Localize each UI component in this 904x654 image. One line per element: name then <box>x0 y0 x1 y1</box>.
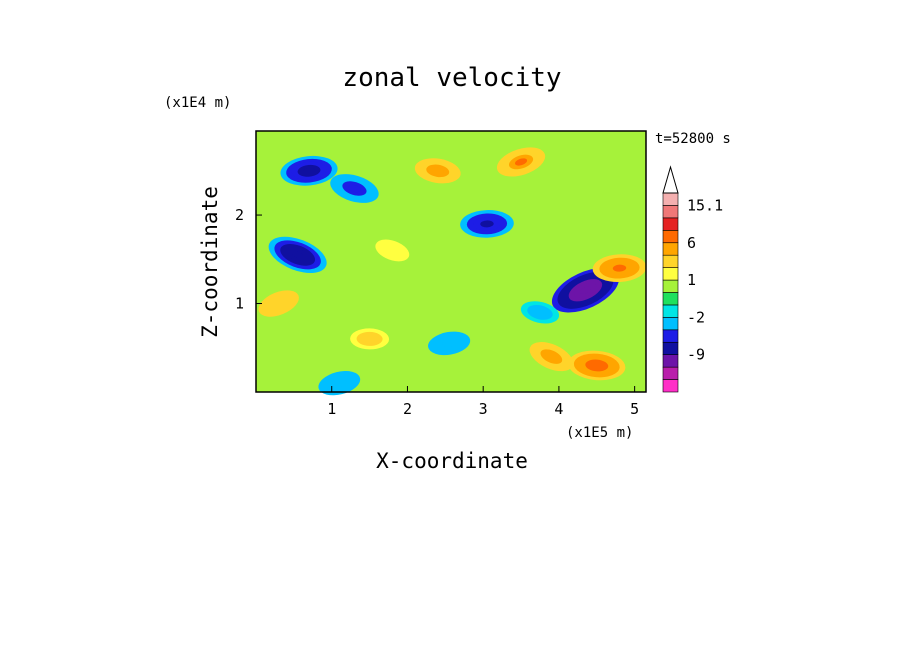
velocity-feature <box>520 301 560 324</box>
velocity-feature <box>318 371 361 396</box>
x-ticks: 1 2 3 4 5 <box>327 386 639 418</box>
y-tick-label: 2 <box>235 206 244 224</box>
colorbar-label: 15.1 <box>687 196 723 214</box>
x-tick-label: 1 <box>327 400 336 418</box>
velocity-feature <box>330 174 379 203</box>
y-scale-label: (x1E4 m) <box>164 95 231 111</box>
x-tick-label: 2 <box>403 400 412 418</box>
velocity-feature <box>592 254 647 283</box>
x-tick-label: 3 <box>479 400 488 418</box>
colorbar-segment <box>662 205 679 219</box>
velocity-contour <box>303 167 315 174</box>
colorbar-label: 6 <box>687 234 696 252</box>
colorbar-segment <box>662 279 679 293</box>
velocity-contour <box>545 352 557 361</box>
velocity-contour <box>291 251 304 259</box>
velocity-contour <box>579 286 592 294</box>
colorbar-segment <box>662 217 679 231</box>
colorbar-segment <box>662 379 679 393</box>
velocity-feature <box>268 236 327 273</box>
y-axis-label: Z-coordinate <box>198 186 222 338</box>
velocity-feature <box>568 350 626 381</box>
colorbar-segment <box>662 267 679 281</box>
velocity-contour <box>591 362 603 369</box>
x-scale-label: (x1E5 m) <box>566 425 633 441</box>
velocity-feature <box>375 239 410 262</box>
velocity-feature <box>258 290 299 317</box>
velocity-contour <box>363 335 377 343</box>
time-label: t=52800 s <box>655 131 731 147</box>
colorbar-segment <box>662 329 679 343</box>
colorbar-segment <box>662 304 679 318</box>
velocity-feature <box>496 147 546 177</box>
velocity-contour <box>332 379 347 388</box>
velocity-feature <box>460 210 514 238</box>
colorbar <box>662 165 679 393</box>
colorbar-label: -2 <box>687 308 705 326</box>
colorbar-arrow <box>662 165 679 194</box>
velocity-feature <box>428 331 471 356</box>
velocity-contour <box>612 264 627 272</box>
colorbar-labels: 15.1 6 1 -2 -9 <box>687 196 723 363</box>
velocity-contour <box>533 308 547 317</box>
colorbar-segment <box>662 317 679 331</box>
colorbar-label: 1 <box>687 271 696 289</box>
y-tick-label: 1 <box>235 295 244 313</box>
x-tick-label: 4 <box>554 400 563 418</box>
velocity-feature <box>414 158 461 184</box>
colorbar-segment <box>662 354 679 368</box>
colorbar-segment <box>662 292 679 306</box>
y-ticks: 12 <box>235 206 262 313</box>
x-axis-label: X-coordinate <box>376 449 528 473</box>
velocity-feature <box>280 155 338 186</box>
chart-title: zonal velocity <box>342 63 561 93</box>
velocity-feature <box>529 342 574 372</box>
x-tick-label: 5 <box>630 400 639 418</box>
velocity-contour <box>271 299 286 308</box>
colorbar-segment <box>662 341 679 355</box>
colorbar-segment <box>662 366 679 380</box>
velocity-field <box>258 147 647 396</box>
velocity-feature <box>551 267 619 313</box>
colorbar-segment <box>662 230 679 244</box>
velocity-contour <box>442 339 457 348</box>
colorbar-segment <box>662 254 679 268</box>
colorbar-label: -9 <box>687 346 705 364</box>
velocity-contour <box>432 167 444 174</box>
colorbar-segment <box>662 192 679 206</box>
velocity-contour <box>348 184 361 193</box>
velocity-feature <box>350 328 390 350</box>
velocity-contour <box>386 246 398 255</box>
colorbar-segment <box>662 242 679 256</box>
plot-frame <box>255 130 647 393</box>
velocity-contour <box>515 158 528 166</box>
velocity-contour <box>480 220 494 228</box>
